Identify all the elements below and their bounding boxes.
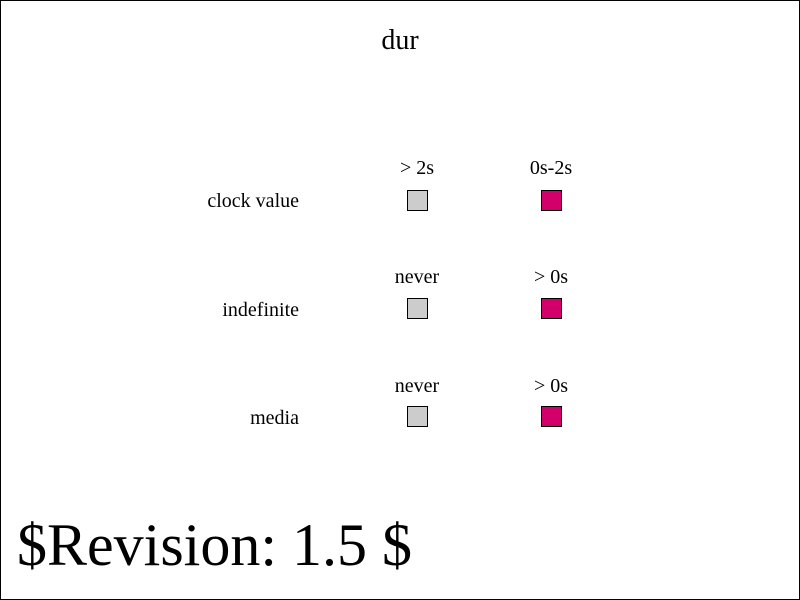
row-media-left-state-label: never: [394, 375, 440, 397]
row-label-clock-value: clock value: [207, 190, 299, 212]
media-active-square: [541, 406, 562, 427]
page-title: dur: [381, 25, 419, 56]
indefinite-inactive-square: [407, 298, 428, 319]
row-indefinite-right-state-label: > 0s: [533, 266, 569, 288]
row-indefinite-left-state-label: never: [394, 266, 440, 288]
indefinite-active-square: [541, 298, 562, 319]
row-label-media: media: [250, 407, 299, 429]
clock-value-inactive-square: [407, 190, 428, 211]
row-label-indefinite: indefinite: [222, 299, 299, 321]
revision-footer: $Revision: 1.5 $: [17, 512, 413, 578]
row-media-right-state-label: > 0s: [533, 375, 569, 397]
row-clock-value-right-state-label: 0s-2s: [529, 157, 573, 179]
clock-value-active-square: [541, 190, 562, 211]
media-inactive-square: [407, 406, 428, 427]
row-clock-value-left-state-label: > 2s: [399, 157, 435, 179]
